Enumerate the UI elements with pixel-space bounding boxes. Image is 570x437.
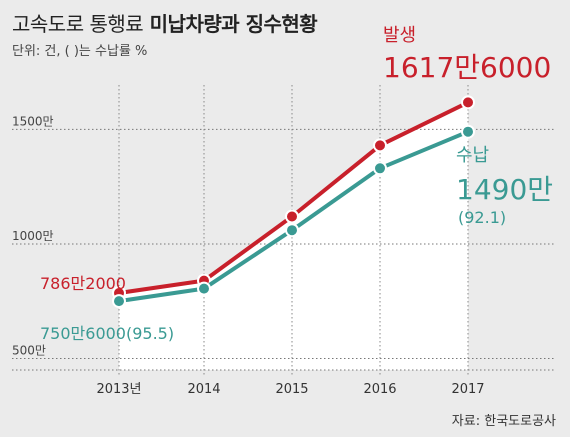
data-point <box>285 223 299 238</box>
y-tick-label: 500만 <box>12 344 46 358</box>
y-tick-label: 1500만 <box>12 114 54 128</box>
label-collected-end: 1490만 <box>456 173 553 206</box>
data-point <box>461 95 475 110</box>
data-point <box>461 124 475 139</box>
data-point <box>285 209 299 224</box>
label-occurred-start: 786만2000 <box>40 274 126 293</box>
data-point <box>197 281 211 296</box>
x-tick-label: 2015 <box>275 382 308 397</box>
label-occurred-name: 발생 <box>383 25 416 46</box>
data-point <box>373 161 387 176</box>
x-tick-label: 2013년 <box>96 382 141 397</box>
x-tick-label: 2017 <box>451 382 484 397</box>
label-collected-rate: (92.1) <box>458 208 506 227</box>
data-point <box>112 294 126 309</box>
data-point <box>373 138 387 153</box>
x-tick-label: 2016 <box>363 382 396 397</box>
title-main: 고속도로 통행료 <box>12 12 144 36</box>
source-note: 자료: 한국도로공사 <box>451 414 556 429</box>
unit-note: 단위: 건, ( )는 수납률 % <box>12 44 148 59</box>
label-collected-start: 750만6000(95.5) <box>40 324 174 343</box>
title-bold: 미납차량과 징수현황 <box>149 12 318 36</box>
label-collected-name: 수납 <box>456 145 489 166</box>
y-tick-label: 1000만 <box>12 229 54 243</box>
label-occurred-end: 1617만6000 <box>383 51 551 84</box>
chart-title: 고속도로 통행료 미납차량과 징수현황 <box>12 8 318 37</box>
x-tick-label: 2014 <box>187 382 220 397</box>
